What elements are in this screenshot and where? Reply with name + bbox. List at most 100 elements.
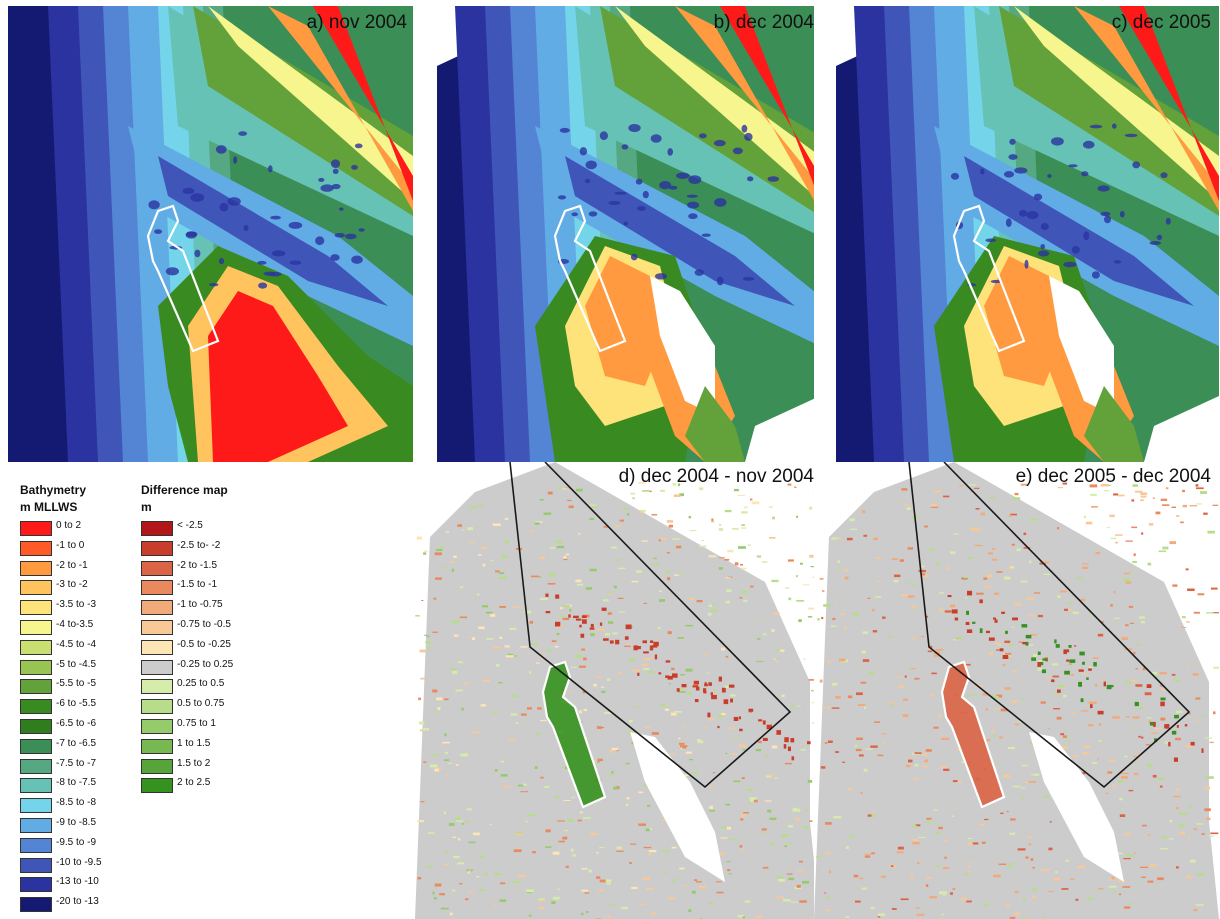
change-cell	[921, 765, 929, 768]
change-cell	[864, 706, 867, 710]
change-cell	[1075, 898, 1079, 901]
legend-swatch	[141, 521, 173, 536]
change-cell	[602, 599, 609, 602]
change-cell	[528, 914, 532, 917]
change-cell	[912, 583, 916, 586]
change-cell	[689, 530, 697, 532]
change-cell	[1080, 710, 1089, 712]
change-cell	[1192, 673, 1199, 676]
change-cell	[537, 707, 542, 710]
change-cell-strong	[979, 599, 983, 604]
change-cell	[754, 799, 758, 803]
change-cell	[958, 780, 962, 783]
panel-title: b) dec 2004	[713, 12, 814, 33]
change-cell	[500, 882, 506, 885]
legend-label: -9 to -8.5	[56, 816, 97, 828]
change-cell	[911, 825, 917, 828]
change-cell	[1030, 858, 1034, 861]
change-cell	[689, 597, 694, 601]
legend-item: 2 to 2.5	[141, 776, 228, 796]
no-data-gap	[630, 732, 725, 882]
change-cell	[962, 663, 971, 666]
difference-legend-unit: m	[141, 500, 152, 514]
change-cell	[1064, 608, 1068, 611]
change-cell	[527, 707, 532, 710]
change-cell	[755, 915, 763, 918]
change-cell	[1044, 657, 1048, 659]
change-cell	[1002, 663, 1006, 667]
change-cell	[485, 611, 493, 614]
change-cell	[452, 836, 456, 839]
change-cell	[532, 851, 536, 854]
study-area-outline	[541, 660, 607, 809]
change-cell	[905, 764, 911, 768]
change-cell	[1168, 838, 1174, 840]
legend-swatch	[141, 540, 173, 556]
change-cell	[1159, 685, 1165, 687]
legend-swatch	[141, 778, 173, 794]
change-cell	[941, 737, 949, 740]
change-cell	[1196, 503, 1203, 505]
change-cell	[786, 873, 793, 875]
change-cell	[822, 590, 825, 593]
legend-swatch	[20, 540, 52, 556]
change-cell	[539, 556, 545, 559]
change-cell	[468, 841, 476, 844]
change-cell	[1012, 785, 1021, 788]
scour-patch	[330, 159, 341, 168]
legend-swatch	[20, 521, 52, 536]
change-cell	[543, 512, 552, 515]
change-cell	[914, 764, 919, 767]
change-cell	[968, 870, 972, 873]
change-cell	[495, 570, 500, 573]
change-cell	[538, 576, 541, 578]
change-cell-strong	[1025, 634, 1032, 639]
change-cell	[962, 576, 970, 579]
change-cell	[917, 862, 920, 865]
change-cell	[732, 528, 739, 530]
change-cell-strong	[707, 712, 711, 718]
change-cell	[567, 499, 572, 502]
change-cell	[799, 900, 807, 903]
change-cell	[685, 774, 689, 776]
difference-legend-title: Difference map	[141, 483, 228, 497]
change-cell	[997, 643, 1002, 646]
change-cell	[968, 842, 973, 846]
change-cell	[1030, 773, 1034, 776]
change-cell	[1189, 505, 1197, 507]
change-cell	[586, 911, 589, 913]
change-cell	[676, 545, 682, 549]
no-data-area	[814, 6, 836, 462]
change-cell	[682, 885, 688, 887]
change-cell	[698, 886, 706, 889]
change-cell-strong	[1103, 681, 1106, 687]
change-cell	[856, 746, 859, 750]
change-cell	[965, 694, 971, 697]
change-cell	[1125, 624, 1129, 627]
no-data-gap	[1029, 732, 1124, 882]
legend-item: -1 to -0.75	[141, 598, 228, 618]
change-cell	[564, 487, 571, 489]
legend-swatch	[20, 738, 52, 754]
change-cell	[1069, 609, 1072, 612]
change-cell	[1204, 808, 1211, 812]
change-cell	[1132, 728, 1137, 730]
change-cell-strong	[676, 688, 680, 692]
change-cell	[741, 567, 747, 570]
scour-patch	[1024, 259, 1029, 269]
legend-swatch	[20, 659, 52, 675]
change-cell	[758, 740, 762, 744]
legend-swatch	[141, 580, 173, 596]
change-cell	[1141, 824, 1147, 827]
change-cell-strong	[625, 624, 632, 630]
change-cell-strong	[1069, 659, 1076, 663]
legend-item: -6.5 to -6	[20, 717, 96, 737]
change-cell	[1185, 745, 1192, 748]
change-cell	[847, 695, 853, 699]
scour-patch	[1083, 231, 1090, 241]
scour-patch	[950, 172, 960, 180]
change-cell	[443, 811, 446, 814]
legend-label: 1.5 to 2	[177, 757, 211, 769]
change-cell	[1005, 904, 1011, 907]
change-cell	[1092, 657, 1099, 659]
